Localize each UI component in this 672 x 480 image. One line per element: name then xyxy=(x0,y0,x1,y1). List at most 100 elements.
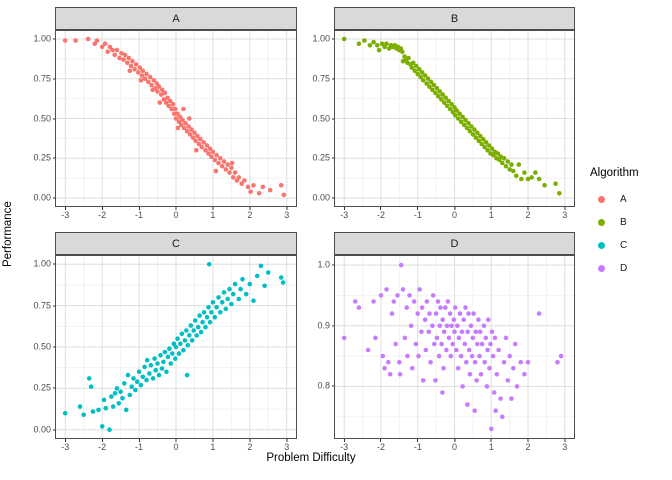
tick-mark xyxy=(286,439,288,442)
facet-strip-b: B xyxy=(334,7,575,30)
tick-mark xyxy=(64,207,66,210)
y-tick: 1.00 xyxy=(33,34,56,43)
tick-mark xyxy=(249,439,251,442)
tick-mark xyxy=(53,305,56,307)
y-tick: 0.50 xyxy=(33,114,56,123)
tick-mark xyxy=(490,207,492,210)
y-tick-label: 0.9 xyxy=(317,320,330,331)
tick-mark xyxy=(53,157,56,159)
tick-mark xyxy=(101,439,103,442)
x-tick: 0 xyxy=(173,439,179,452)
y-axis-d: 0.8 0.9 1.0 xyxy=(300,256,335,438)
x-tick: -2 xyxy=(377,439,385,452)
y-tick: 0.25 xyxy=(33,382,56,393)
legend-key-dot xyxy=(598,265,605,272)
points-layer xyxy=(62,262,286,432)
facet-strip-label: A xyxy=(172,12,180,25)
tick-mark xyxy=(53,263,56,265)
x-tick: 1 xyxy=(489,439,494,452)
legend-title: Algorithm xyxy=(590,167,639,179)
x-tick: -1 xyxy=(135,439,143,452)
scatter-panel-c xyxy=(55,255,297,439)
points-layer xyxy=(62,36,287,198)
x-tick: -1 xyxy=(414,207,422,220)
y-tick-label: 1.00 xyxy=(312,33,330,44)
x-tick: 1 xyxy=(210,439,215,452)
legend-key-label: B xyxy=(620,217,627,228)
x-tick: -3 xyxy=(61,439,69,452)
x-tick-label: -3 xyxy=(61,442,70,452)
x-tick: -1 xyxy=(414,439,422,452)
legend-item-a: A xyxy=(590,188,670,211)
x-tick-label: -2 xyxy=(98,442,107,452)
x-tick: 3 xyxy=(284,207,289,220)
x-tick-label: 0 xyxy=(173,210,179,220)
y-tick: 0.25 xyxy=(33,152,56,163)
x-tick-label: 2 xyxy=(525,210,531,220)
y-tick: 0.75 xyxy=(33,74,56,83)
tick-mark xyxy=(490,439,492,442)
facet-strip-a: A xyxy=(55,7,297,30)
x-tick: 2 xyxy=(247,439,252,452)
x-axis-c: -3 -2 -1 0 1 2 3 xyxy=(56,439,296,455)
x-tick-label: 1 xyxy=(210,210,216,220)
tick-mark xyxy=(527,207,529,210)
tick-mark xyxy=(527,439,529,442)
x-tick-label: -2 xyxy=(376,210,385,220)
tick-mark xyxy=(101,207,103,210)
y-tick: 0.00 xyxy=(33,425,56,434)
y-tick-label: 0.00 xyxy=(312,192,330,203)
x-tick: 0 xyxy=(173,207,179,220)
y-tick: 0.00 xyxy=(33,193,56,203)
tick-mark xyxy=(175,207,177,210)
x-tick-label: 3 xyxy=(284,442,290,452)
y-tick-label: 0.8 xyxy=(317,380,330,391)
y-tick-label: 0.25 xyxy=(33,382,51,393)
x-tick-label: -2 xyxy=(98,210,107,220)
x-tick: 0 xyxy=(452,439,457,452)
x-tick: -3 xyxy=(61,207,69,220)
tick-mark xyxy=(453,439,455,442)
legend-item-c: C xyxy=(590,234,670,257)
facet-strip-label: C xyxy=(172,237,180,250)
gridlines xyxy=(335,31,574,206)
tick-mark xyxy=(564,439,566,442)
x-tick: -3 xyxy=(340,207,348,220)
y-tick-label: 0.25 xyxy=(33,152,51,163)
legend-item-b: B xyxy=(590,211,670,234)
tick-mark xyxy=(53,118,56,119)
tick-mark xyxy=(417,207,419,210)
scatter-panel-b xyxy=(334,30,575,207)
tick-mark xyxy=(175,439,177,442)
tick-mark xyxy=(332,118,335,119)
x-axis-title: Problem Difficulty xyxy=(266,452,356,464)
y-tick: 0.50 xyxy=(312,114,335,123)
y-axis-title: Performance xyxy=(2,201,14,268)
y-tick-label: 0.25 xyxy=(312,152,330,163)
x-tick-label: 1 xyxy=(488,210,494,220)
facet-strip-d: D xyxy=(334,232,575,255)
y-tick-label: 1.00 xyxy=(33,258,51,269)
x-tick-label: 2 xyxy=(247,210,253,220)
x-tick: -2 xyxy=(98,207,106,220)
y-tick: 1.00 xyxy=(33,258,56,269)
tick-mark xyxy=(332,197,335,199)
x-axis-d: -3 -2 -1 0 1 2 3 xyxy=(335,439,574,455)
legend-key-label: A xyxy=(620,194,627,205)
legend-key-label: C xyxy=(620,240,628,251)
x-tick: 2 xyxy=(526,207,531,220)
tick-mark xyxy=(343,439,345,442)
y-tick-label: 0.00 xyxy=(33,424,51,435)
x-tick-label: -1 xyxy=(135,442,144,452)
tick-mark xyxy=(138,207,140,210)
x-tick: -2 xyxy=(98,439,106,452)
scatter-panel-a xyxy=(55,30,297,207)
tick-mark xyxy=(212,207,214,210)
y-tick: 1.0 xyxy=(317,260,335,270)
x-tick: 1 xyxy=(489,207,494,220)
tick-mark xyxy=(53,78,56,80)
y-tick-label: 0.75 xyxy=(33,300,51,311)
x-tick-label: 1 xyxy=(488,442,494,452)
tick-mark xyxy=(64,439,66,442)
x-tick-label: -3 xyxy=(340,442,349,452)
